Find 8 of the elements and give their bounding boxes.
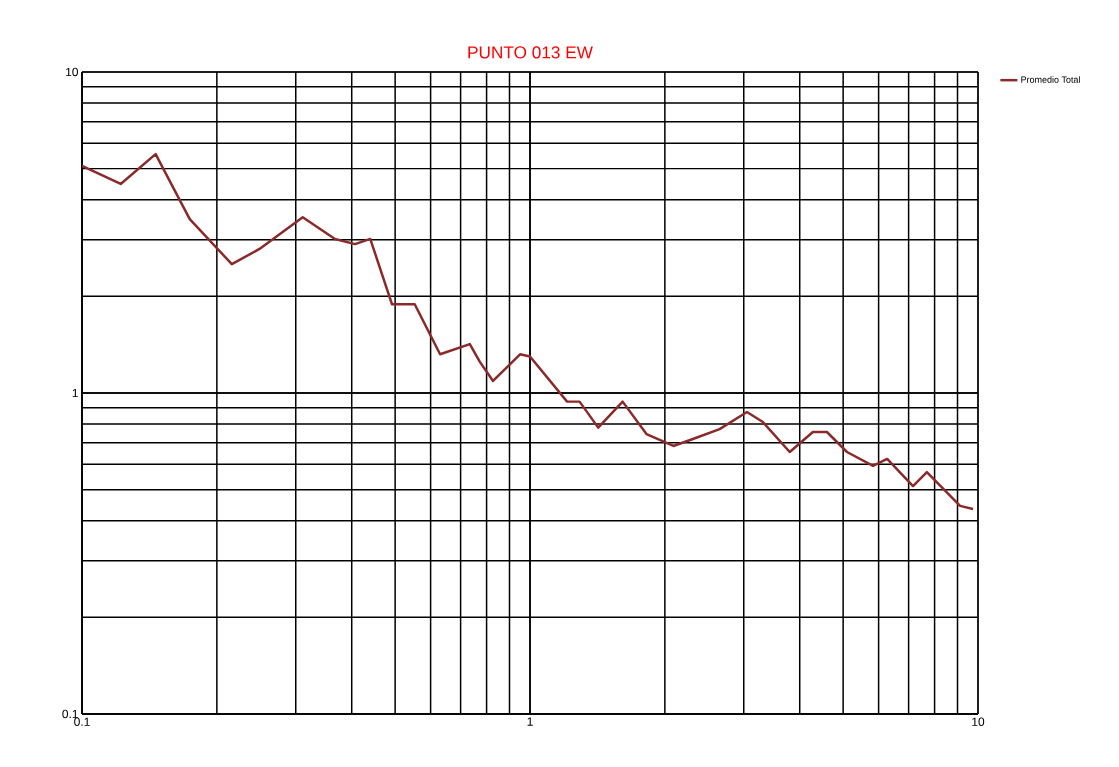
y-tick-label: 1 [72,388,78,398]
legend-label: Promedio Total [1021,76,1080,83]
x-tick-label: 10 [972,717,985,726]
y-tick-label: 0.1 [62,709,78,719]
x-tick-label: 1 [527,717,533,726]
chart-title: PUNTO 013 EW [468,46,593,59]
x-tick-label: 0.1 [74,717,90,726]
y-tick-label: 10 [66,67,79,77]
